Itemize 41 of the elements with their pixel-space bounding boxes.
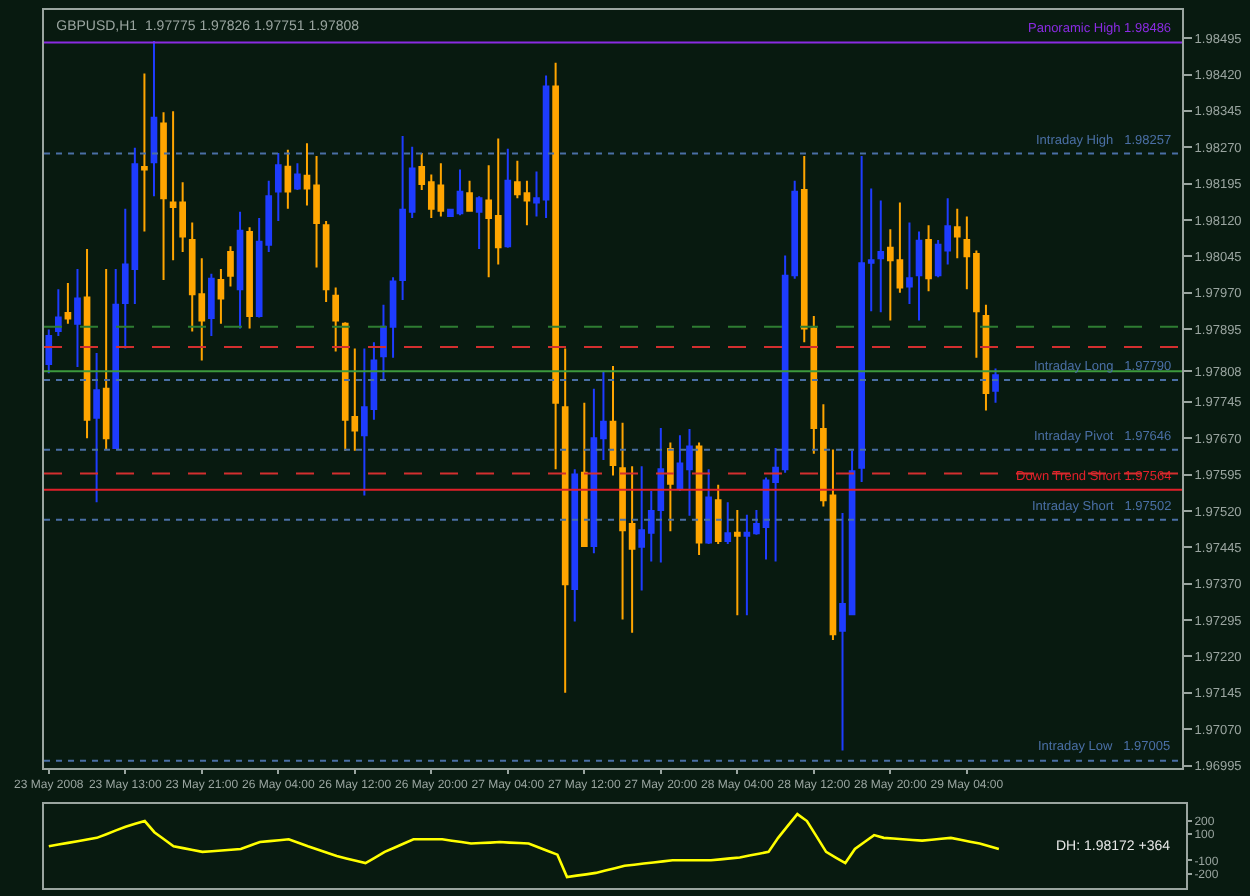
candlestick <box>733 509 741 617</box>
candlestick <box>609 364 617 477</box>
candlestick <box>246 226 253 330</box>
candlestick <box>475 195 483 251</box>
candlestick <box>150 40 158 198</box>
candlestick <box>877 199 885 314</box>
candlestick <box>102 267 110 450</box>
candlestick <box>571 468 579 623</box>
candlestick <box>141 72 148 233</box>
candlestick <box>667 441 674 533</box>
candlestick <box>466 179 473 213</box>
candlestick <box>83 248 91 440</box>
candlestick <box>724 501 732 545</box>
candlestick <box>925 224 932 293</box>
candlestick <box>552 61 559 471</box>
candlestick <box>953 207 961 260</box>
candlestick <box>561 347 569 694</box>
candlestick <box>580 401 588 548</box>
candlestick <box>236 210 244 330</box>
candlestick <box>705 468 712 545</box>
line-series <box>47 812 1001 879</box>
candlestick <box>55 288 62 337</box>
candlestick <box>284 148 292 210</box>
candlestick <box>274 152 282 222</box>
candlestick <box>322 219 330 303</box>
candlestick <box>208 272 215 337</box>
candlestick <box>112 267 120 450</box>
candlestick <box>45 328 53 375</box>
candlestick <box>294 162 301 191</box>
candlestick <box>906 221 913 305</box>
candlestick <box>714 483 722 545</box>
candlestick <box>504 147 512 249</box>
candlestick <box>74 267 81 368</box>
candlestick <box>992 367 999 404</box>
candlestick <box>227 245 234 288</box>
candlestick <box>160 111 167 282</box>
candlestick <box>217 267 225 325</box>
candlestick <box>64 282 72 325</box>
candlestick <box>332 286 340 353</box>
candlestick <box>93 351 100 504</box>
candlestick <box>915 230 923 322</box>
